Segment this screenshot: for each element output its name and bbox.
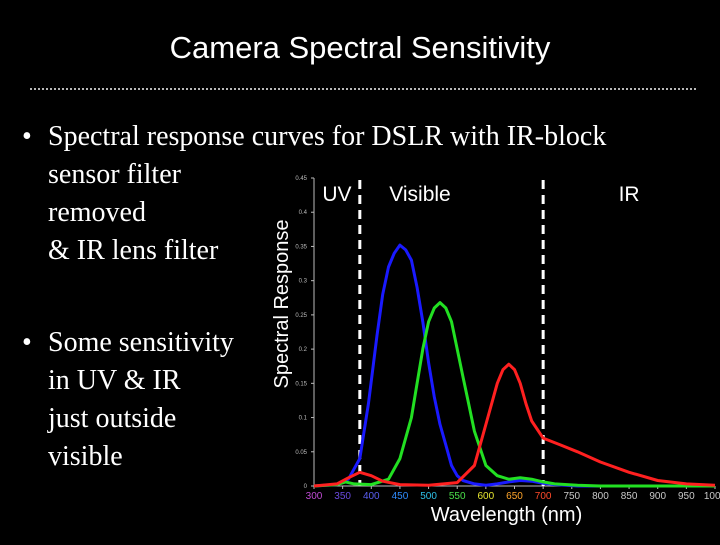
bullet-line: visible (48, 441, 123, 472)
bullet-line: just outside (48, 403, 177, 434)
title-divider (30, 88, 696, 90)
bullet-line: Some sensitivity (48, 327, 234, 358)
y-tick-label: 0.35 (295, 244, 307, 250)
bullet-line: sensor filter (48, 159, 181, 190)
spectral-chart: 0 0.05 0.1 0.15 0.2 0.25 0.3 0.35 0.4 0.45 300 350 4… (262, 168, 720, 540)
y-tick-label: 0 (304, 484, 308, 490)
x-tick-label: 700 (535, 491, 552, 502)
series-line (313, 301, 715, 488)
region-label: UV (322, 183, 351, 206)
chart-svg: 0 0.05 0.1 0.15 0.2 0.25 0.3 0.35 0.4 0.45 300 350 4… (271, 176, 720, 526)
y-tick-label: 0.45 (295, 176, 307, 182)
x-tick-label: 900 (649, 491, 666, 502)
x-tick-label: 1000 (704, 491, 720, 502)
bullet-line: in UV & IR (48, 365, 181, 396)
bullet-line: & IR lens filter (48, 235, 219, 266)
x-tick-label: 750 (563, 491, 580, 502)
region-label: IR (619, 183, 640, 206)
region-label: Visible (389, 183, 450, 206)
y-tick-label: 0.25 (295, 313, 307, 319)
x-tick-label: 350 (334, 491, 351, 502)
y-axis-label: Spectral Response (271, 220, 293, 389)
y-tick-label: 0.1 (299, 416, 308, 422)
x-tick-label: 850 (621, 491, 638, 502)
x-tick-label: 400 (363, 491, 380, 502)
x-tick-label: 550 (449, 491, 466, 502)
x-tick-label: 950 (678, 491, 695, 502)
x-tick-label: 800 (592, 491, 609, 502)
y-tick-label: 0.05 (295, 450, 307, 456)
bullet-line: Spectral response curves for DSLR with I… (48, 121, 607, 152)
bullet-marker: • (22, 121, 32, 152)
series-line (313, 243, 715, 488)
y-tick-label: 0.4 (299, 210, 308, 216)
series-line (313, 362, 716, 488)
x-tick-label: 450 (392, 491, 409, 502)
slide-title: Camera Spectral Sensitivity (169, 30, 551, 65)
x-tick-label: 650 (506, 491, 523, 502)
x-tick-label: 600 (478, 491, 495, 502)
y-tick-label: 0.2 (299, 347, 308, 353)
bullet-marker: • (22, 327, 32, 358)
bullet-text: Spectral response curves for DSLR with I… (48, 118, 606, 270)
y-tick-label: 0.3 (299, 279, 308, 285)
x-axis-label: Wavelength (nm) (431, 504, 583, 526)
x-tick-label: 300 (306, 491, 323, 502)
y-tick-label: 0.15 (295, 381, 307, 387)
bullet-line: removed (48, 197, 146, 228)
x-tick-label: 500 (420, 491, 437, 502)
bullet-text: Some sensitivity in UV & IR just outside… (48, 324, 234, 476)
